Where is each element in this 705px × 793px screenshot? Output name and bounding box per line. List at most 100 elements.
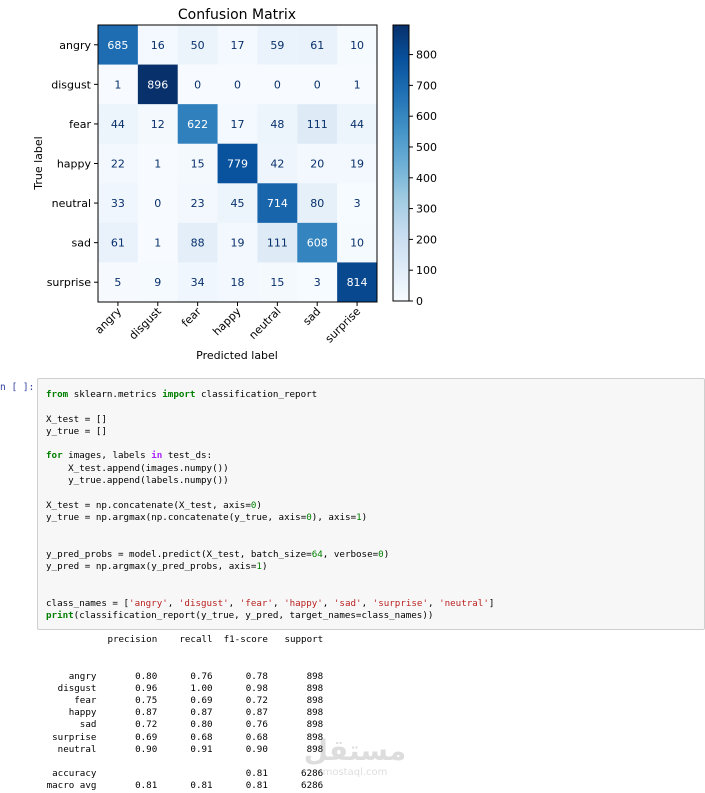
matrix-cell (137, 104, 179, 145)
code-line: X_test = [] (46, 413, 107, 425)
cell-value-label: 10 (350, 237, 364, 250)
cell-value-label: 714 (267, 197, 288, 210)
code-line: class_names = ['angry', 'disgust', 'fear… (46, 598, 495, 610)
cell-value-label: 3 (354, 197, 361, 210)
output-line: macro avg 0.81 0.81 0.81 6286 (30, 780, 324, 792)
matrix-cell (337, 262, 378, 303)
colorbar-ticks: 0 100 200 300 400 500 600 700 800 (409, 49, 437, 308)
code-line: y_pred_probs = model.predict(X_test, bat… (46, 548, 390, 560)
cell-value-label: 33 (111, 197, 125, 210)
matrix-cell (217, 183, 258, 224)
colorbar-tick-label: 500 (416, 141, 437, 154)
matrix-cell (297, 262, 338, 303)
x-tick-label: fear (179, 305, 204, 330)
matrix-cell (217, 143, 258, 184)
colorbar-tick-label: 700 (416, 79, 437, 92)
matrix-cells: 685 16 50 17 59 61 101 896 0 0 0 0 144 12 622 17 48 111 44… (98, 25, 378, 303)
cell-value-label: 19 (350, 158, 364, 171)
matrix-cell (257, 104, 298, 145)
y-tick-label: happy (57, 158, 92, 171)
cell-value-label: 45 (231, 197, 245, 210)
output-line: accuracy 0.81 6286 (30, 768, 324, 780)
matrix-cell (98, 183, 139, 224)
code-line: X_test = np.concatenate(X_test, axis=0) (46, 499, 262, 511)
cell-value-label: 3 (314, 276, 321, 289)
code-line: from sklearn.metrics import classificati… (46, 389, 318, 400)
matrix-cell (98, 25, 139, 66)
code-line: y_true = np.argmax(np.concatenate(y_true… (46, 511, 368, 523)
cell-value-label: 779 (227, 158, 248, 171)
code-line: for images, labels in test_ds: (46, 450, 213, 462)
cell-value-label: 0 (154, 197, 161, 210)
cell-value-label: 5 (114, 276, 121, 289)
matrix-cell (177, 25, 219, 66)
colorbar-tick-label: 400 (416, 172, 437, 185)
matrix-cell (297, 222, 338, 263)
cell-value-label: 1 (354, 78, 361, 91)
y-axis-ticks: angry disgust fear happy neutral sad surprise (47, 39, 98, 289)
matrix-cell (98, 143, 139, 184)
colorbar-tick-label: 600 (416, 110, 437, 123)
output-line: surprise 0.69 0.68 0.68 898 (30, 731, 324, 743)
code-editor[interactable]: from sklearn.metrics import classificati… (46, 389, 704, 623)
y-tick-label: disgust (51, 78, 91, 91)
matrix-cell (177, 104, 219, 145)
code-line (46, 401, 704, 413)
matrix-cell (98, 104, 139, 145)
x-tick-label: surprise (323, 305, 364, 346)
colorbar-tick-label: 800 (416, 49, 437, 62)
x-tick-label: happy (210, 305, 244, 339)
code-line: y_true.append(labels.numpy()) (68, 475, 229, 487)
code-line (46, 586, 704, 598)
matrix-cell (217, 262, 258, 303)
cell-output: precision recall f1-score support angry … (30, 634, 430, 793)
cell-value-label: 0 (194, 78, 201, 91)
y-tick-label: fear (69, 118, 91, 131)
cell-value-label: 1 (154, 158, 161, 171)
code-line: X_test.append(images.numpy()) (68, 462, 229, 474)
y-axis-label: True label (32, 136, 45, 190)
matrix-cell (337, 143, 378, 184)
cell-value-label: 88 (191, 237, 205, 250)
cell-value-label: 22 (111, 158, 125, 171)
chart-title: Confusion Matrix (178, 7, 296, 23)
x-axis-ticks: angry disgust fear happy neutral sad surprise (92, 302, 363, 345)
code-cell[interactable]: from sklearn.metrics import classificati… (37, 378, 705, 630)
matrix-cell (297, 143, 338, 184)
matrix-cell (177, 64, 219, 105)
cell-value-label: 0 (234, 78, 241, 91)
code-line (46, 524, 704, 536)
matrix-cell (217, 222, 258, 263)
matrix-cell (337, 64, 378, 105)
cell-value-label: 19 (231, 237, 245, 250)
cell-value-label: 15 (270, 276, 284, 289)
cell-value-label: 20 (310, 158, 324, 171)
cell-value-label: 18 (231, 276, 245, 289)
cell-value-label: 44 (350, 118, 364, 131)
output-line: happy 0.87 0.87 0.87 898 (30, 707, 324, 719)
output-line (30, 756, 430, 768)
y-tick-label: neutral (52, 197, 91, 210)
cell-value-label: 12 (151, 118, 165, 131)
x-axis-label: Predicted label (196, 349, 278, 362)
code-line: y_pred = np.argmax(y_pred_probs, axis=1) (46, 561, 268, 573)
code-line (46, 537, 704, 549)
matrix-cell (337, 183, 378, 224)
output-line: sad 0.72 0.80 0.76 898 (30, 719, 324, 731)
cell-value-label: 59 (270, 39, 284, 52)
cell-prompt: n [ ]: (0, 382, 35, 393)
matrix-cell (177, 143, 219, 184)
cell-value-label: 17 (231, 118, 245, 131)
cell-value-label: 61 (310, 39, 324, 52)
output-line: fear 0.75 0.69 0.72 898 (30, 695, 324, 707)
cell-value-label: 80 (310, 197, 324, 210)
cell-value-label: 896 (147, 78, 168, 91)
matrix-cell (257, 262, 298, 303)
cell-value-label: 111 (307, 118, 328, 131)
cell-value-label: 34 (191, 276, 205, 289)
colorbar-tick-label: 100 (416, 264, 437, 277)
cell-value-label: 0 (274, 78, 281, 91)
matrix-cell (257, 25, 298, 66)
cell-value-label: 44 (111, 118, 125, 131)
matrix-cell (137, 143, 179, 184)
